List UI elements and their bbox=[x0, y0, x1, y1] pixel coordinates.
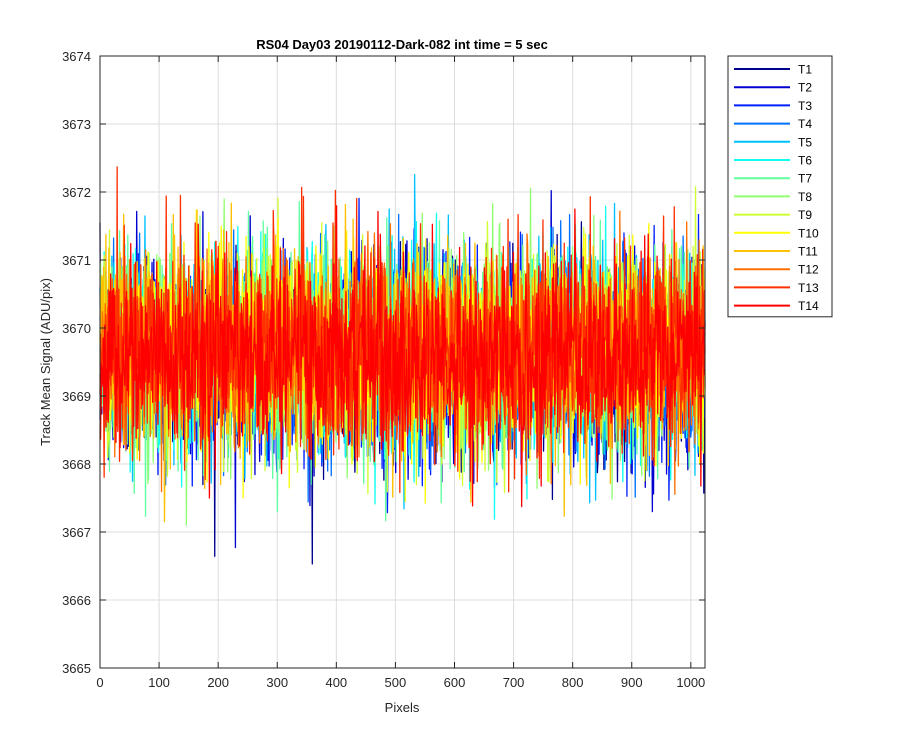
chart-title: RS04 Day03 20190112-Dark-082 int time = … bbox=[256, 37, 548, 52]
y-tick-label: 3674 bbox=[62, 49, 91, 64]
x-tick-label: 300 bbox=[266, 675, 288, 690]
legend-label-t6: T6 bbox=[798, 154, 812, 168]
y-axis-label: Track Mean Signal (ADU/pix) bbox=[38, 278, 53, 446]
y-tick-label: 3665 bbox=[62, 661, 91, 676]
x-tick-label: 400 bbox=[325, 675, 347, 690]
legend-label-t1: T1 bbox=[798, 63, 812, 77]
y-tick-label: 3670 bbox=[62, 321, 91, 336]
x-axis-label: Pixels bbox=[385, 700, 420, 715]
legend-label-t4: T4 bbox=[798, 117, 812, 131]
series-line-t14 bbox=[99, 205, 706, 508]
x-tick-label: 0 bbox=[96, 675, 103, 690]
x-tick-label: 700 bbox=[503, 675, 525, 690]
x-tick-label: 600 bbox=[444, 675, 466, 690]
legend-label-t2: T2 bbox=[798, 81, 812, 95]
legend-label-t13: T13 bbox=[798, 281, 819, 295]
x-tick-label: 100 bbox=[148, 675, 170, 690]
x-tick-label: 500 bbox=[385, 675, 407, 690]
x-tick-label: 900 bbox=[621, 675, 643, 690]
x-tick-label: 200 bbox=[207, 675, 229, 690]
y-tick-label: 3666 bbox=[62, 593, 91, 608]
y-tick-label: 3667 bbox=[62, 525, 91, 540]
axis-ticks: 0 100 200 300 400 500 600 700 800 900 1000 3665 3666… bbox=[62, 49, 705, 690]
legend: T1 T2 T3 T4 T5 T6 T7 T8 T9 T10 T11 T12 T13 T14 bbox=[727, 55, 833, 318]
legend-label-t8: T8 bbox=[798, 190, 812, 204]
x-tick-label: 1000 bbox=[676, 675, 705, 690]
y-tick-label: 3673 bbox=[62, 117, 91, 132]
legend-label-t9: T9 bbox=[798, 208, 812, 222]
series-layer bbox=[99, 166, 706, 565]
legend-label-t14: T14 bbox=[798, 299, 819, 313]
y-tick-label: 3668 bbox=[62, 457, 91, 472]
y-tick-label: 3669 bbox=[62, 389, 91, 404]
y-tick-label: 3672 bbox=[62, 185, 91, 200]
y-tick-label: 3671 bbox=[62, 253, 91, 268]
x-tick-label: 800 bbox=[562, 675, 584, 690]
legend-label-t5: T5 bbox=[798, 135, 812, 149]
legend-label-t12: T12 bbox=[798, 263, 819, 277]
legend-label-t11: T11 bbox=[798, 245, 818, 259]
legend-box bbox=[727, 55, 833, 318]
axes-box bbox=[99, 55, 706, 669]
legend-label-t10: T10 bbox=[798, 226, 819, 240]
legend-label-t7: T7 bbox=[798, 172, 812, 186]
legend-label-t3: T3 bbox=[798, 99, 812, 113]
